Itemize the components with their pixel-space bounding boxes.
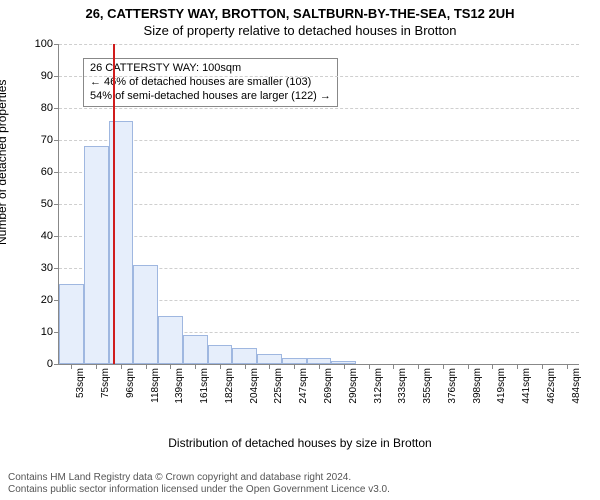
y-tick-label: 80 — [23, 102, 59, 114]
grid-line — [59, 76, 579, 77]
x-tick-label: 139sqm — [174, 368, 185, 404]
grid-line — [59, 140, 579, 141]
x-tick — [567, 364, 568, 369]
grid-line — [59, 204, 579, 205]
plot-area: 26 CATTERSTY WAY: 100sqm ← 46% of detach… — [58, 44, 579, 365]
x-tick — [121, 364, 122, 369]
histogram-bar — [84, 146, 109, 364]
x-tick-label: 441sqm — [521, 368, 532, 404]
annotation-line2: ← 46% of detached houses are smaller (10… — [90, 76, 331, 90]
page-title-line1: 26, CATTERSTY WAY, BROTTON, SALTBURN-BY-… — [0, 0, 600, 21]
x-tick-label: 182sqm — [224, 368, 235, 404]
x-tick-label: 75sqm — [100, 368, 111, 398]
histogram-bar — [232, 348, 257, 364]
x-tick — [418, 364, 419, 369]
y-tick-label: 100 — [23, 38, 59, 50]
y-tick-label: 30 — [23, 262, 59, 274]
footer-attribution: Contains HM Land Registry data © Crown c… — [8, 472, 390, 496]
x-tick — [71, 364, 72, 369]
x-tick — [344, 364, 345, 369]
x-tick-label: 204sqm — [249, 368, 260, 404]
y-tick-label: 10 — [23, 326, 59, 338]
y-axis-label: Number of detached properties — [0, 80, 9, 245]
chart-container: Number of detached properties 26 CATTERS… — [0, 40, 600, 450]
y-tick-label: 0 — [23, 358, 59, 370]
histogram-bar — [183, 335, 208, 364]
x-tick — [146, 364, 147, 369]
x-tick — [96, 364, 97, 369]
x-tick — [517, 364, 518, 369]
x-tick — [369, 364, 370, 369]
y-tick-label: 70 — [23, 134, 59, 146]
histogram-bar — [208, 345, 233, 364]
page-title-line2: Size of property relative to detached ho… — [0, 21, 600, 38]
x-tick — [443, 364, 444, 369]
x-tick-label: 53sqm — [75, 368, 86, 398]
x-tick-label: 161sqm — [199, 368, 210, 404]
x-tick — [170, 364, 171, 369]
x-tick-label: 290sqm — [348, 368, 359, 404]
histogram-bar — [158, 316, 183, 364]
y-tick-label: 60 — [23, 166, 59, 178]
x-tick — [245, 364, 246, 369]
x-tick-label: 225sqm — [273, 368, 284, 404]
x-tick-label: 118sqm — [150, 368, 161, 403]
x-tick-label: 96sqm — [125, 368, 136, 398]
x-tick-label: 269sqm — [323, 368, 334, 404]
y-tick-label: 20 — [23, 294, 59, 306]
annotation-line1: 26 CATTERSTY WAY: 100sqm — [90, 62, 331, 76]
x-tick-label: 484sqm — [571, 368, 582, 404]
x-tick-label: 419sqm — [496, 368, 507, 404]
histogram-bar — [133, 265, 158, 364]
grid-line — [59, 236, 579, 237]
x-tick — [195, 364, 196, 369]
x-axis-label: Distribution of detached houses by size … — [0, 436, 600, 450]
x-tick — [220, 364, 221, 369]
histogram-bar — [59, 284, 84, 364]
x-tick — [468, 364, 469, 369]
x-tick — [269, 364, 270, 369]
x-tick — [294, 364, 295, 369]
grid-line — [59, 108, 579, 109]
x-tick-label: 355sqm — [422, 368, 433, 404]
x-tick — [542, 364, 543, 369]
x-tick-label: 398sqm — [472, 368, 483, 404]
footer-line1: Contains HM Land Registry data © Crown c… — [8, 472, 390, 484]
y-tick-label: 90 — [23, 70, 59, 82]
footer-line2: Contains public sector information licen… — [8, 484, 390, 496]
x-tick — [492, 364, 493, 369]
x-tick — [393, 364, 394, 369]
x-tick-label: 312sqm — [373, 368, 384, 404]
x-tick-label: 462sqm — [546, 368, 557, 404]
x-tick-label: 333sqm — [397, 368, 408, 404]
y-tick-label: 50 — [23, 198, 59, 210]
histogram-bar — [257, 354, 282, 364]
annotation-box: 26 CATTERSTY WAY: 100sqm ← 46% of detach… — [83, 58, 338, 107]
grid-line — [59, 44, 579, 45]
marker-line — [113, 44, 115, 364]
y-tick-label: 40 — [23, 230, 59, 242]
x-tick-label: 247sqm — [298, 368, 309, 404]
x-tick — [319, 364, 320, 369]
annotation-line3: 54% of semi-detached houses are larger (… — [90, 90, 331, 104]
grid-line — [59, 172, 579, 173]
x-tick-label: 376sqm — [447, 368, 458, 404]
